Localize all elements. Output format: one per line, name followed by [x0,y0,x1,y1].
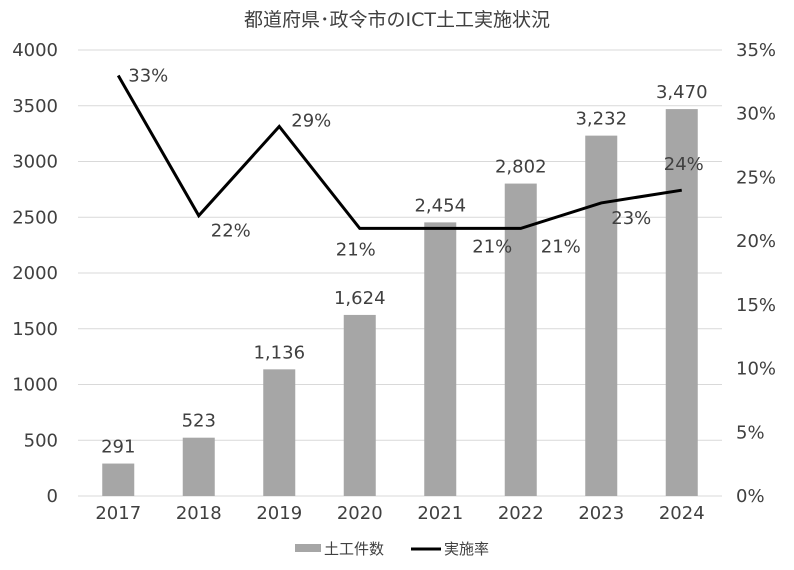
legend: 土工件数 実施率 [295,540,489,558]
bar [343,314,376,496]
right-tick-label: 35% [736,40,776,61]
left-axis-ticks: 0 500 1000 1500 2000 2500 3000 3500 4000 [12,40,58,507]
left-tick-label: 1000 [12,375,58,396]
rate-line [116,74,682,230]
data-labels: 291 523 1,136 1,624 2,454 2,802 3,232 3,470 33% 2… [101,65,707,457]
x-tick-label: 2017 [95,503,141,524]
right-tick-label: 30% [736,104,776,125]
left-tick-label: 2500 [12,207,58,228]
line-data-label: 24% [664,154,704,175]
bar-data-label: 1,624 [334,288,386,309]
right-axis-ticks: 0% 5% 10% 15% 20% 25% 30% 35% [736,40,776,507]
bar-data-label: 1,136 [253,342,305,363]
left-tick-label: 1500 [12,319,58,340]
gridlines [78,49,722,497]
legend-label-line: 実施率 [444,540,489,558]
bar [585,135,618,496]
right-tick-label: 0% [736,486,765,507]
left-tick-label: 0 [47,486,58,507]
bar-data-label: 3,232 [575,109,627,130]
line-data-label: 23% [611,208,651,229]
line-data-label: 33% [128,65,168,86]
x-tick-label: 2024 [659,503,705,524]
bar [504,183,537,496]
bar [424,222,457,496]
bar-data-label: 291 [101,437,135,458]
left-tick-label: 4000 [12,40,58,61]
line-data-label: 22% [211,221,251,242]
right-tick-label: 5% [736,422,765,443]
left-tick-label: 2000 [12,263,58,284]
left-tick-label: 3000 [12,152,58,173]
bar-series [102,109,698,496]
legend-label-bars: 土工件数 [324,540,384,558]
x-tick-label: 2021 [417,503,463,524]
line-data-label: 21% [472,236,512,257]
x-tick-label: 2019 [256,503,302,524]
right-tick-label: 20% [736,231,776,252]
right-tick-label: 25% [736,167,776,188]
line-data-label: 21% [541,236,581,257]
x-axis-ticks: 2017 2018 2019 2020 2021 2022 2023 2024 [95,503,704,524]
x-tick-label: 2018 [176,503,222,524]
bar-data-label: 523 [182,411,216,432]
line-series [116,74,682,230]
line-data-label: 21% [336,239,376,260]
bar-data-label: 3,470 [656,82,708,103]
bar [102,463,135,496]
bar [182,437,215,496]
bar-data-label: 2,802 [495,157,547,178]
x-tick-label: 2020 [337,503,383,524]
x-tick-label: 2022 [498,503,544,524]
right-tick-label: 10% [736,359,776,380]
bar-data-label: 2,454 [414,195,466,216]
left-tick-label: 500 [24,430,58,451]
chart-title: 都道府県･政令市のICT土工実施状況 [244,9,550,31]
bar [263,369,296,496]
x-tick-label: 2023 [578,503,624,524]
legend-swatch-bars [295,544,321,552]
line-data-label: 29% [291,110,331,131]
bar [665,109,698,496]
right-tick-label: 15% [736,295,776,316]
left-tick-label: 3500 [12,96,58,117]
